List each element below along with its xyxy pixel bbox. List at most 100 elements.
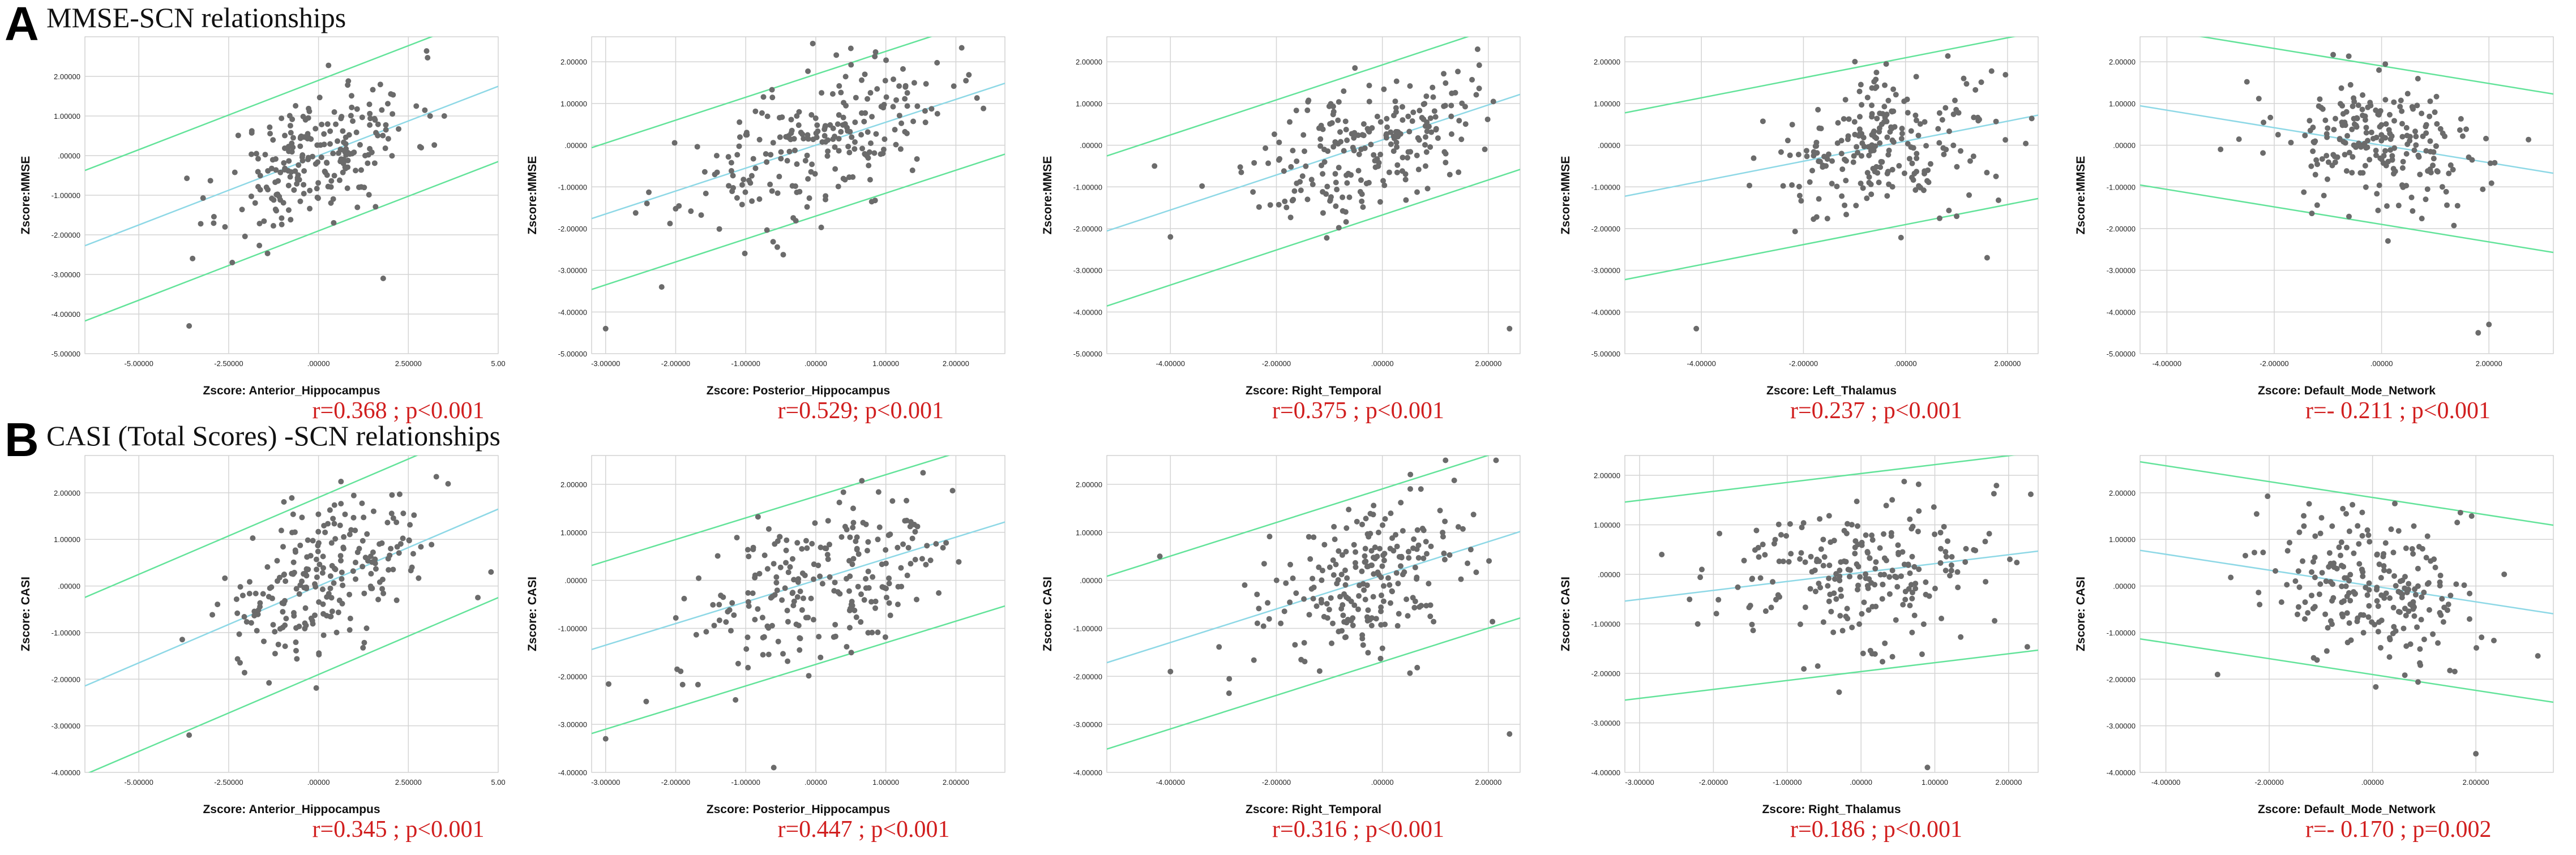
- data-point: [249, 151, 255, 157]
- data-point: [357, 141, 363, 148]
- data-point: [2447, 668, 2453, 674]
- data-point: [1899, 549, 1906, 555]
- data-point: [2461, 582, 2467, 588]
- data-point: [2360, 112, 2366, 118]
- data-point: [1351, 602, 1358, 608]
- data-point: [2411, 604, 2417, 610]
- data-point: [823, 193, 829, 199]
- data-point: [320, 565, 327, 571]
- lower-ci-line: [592, 605, 1005, 734]
- data-point: [2347, 572, 2354, 578]
- data-point: [1889, 497, 1895, 503]
- data-point: [1332, 536, 1338, 543]
- data-point: [2307, 118, 2313, 124]
- data-point: [1390, 113, 1397, 119]
- data-point: [2006, 556, 2013, 562]
- y-axis-label: Zscore: CASI: [19, 577, 32, 651]
- plot-frame: [2139, 36, 2554, 354]
- data-point: [1880, 659, 1886, 665]
- data-point: [1852, 551, 1858, 557]
- data-point: [2347, 598, 2354, 604]
- data-point: [1902, 596, 1909, 603]
- data-point: [1907, 603, 1913, 609]
- data-point: [928, 106, 935, 112]
- data-point: [333, 629, 340, 635]
- data-point: [1336, 165, 1342, 171]
- upper-ci-line: [2140, 461, 2553, 526]
- data-point: [380, 132, 386, 139]
- data-point: [1443, 160, 1449, 166]
- data-point: [1771, 540, 1777, 547]
- data-point: [1945, 53, 1951, 59]
- data-point: [912, 556, 918, 562]
- data-point: [832, 166, 838, 172]
- y-tick-label: -1.00000: [558, 183, 587, 191]
- data-point: [1850, 159, 1856, 165]
- data-point: [850, 505, 856, 512]
- data-point: [745, 599, 751, 605]
- data-point: [791, 577, 797, 583]
- data-point: [1778, 532, 1784, 538]
- data-point: [1839, 193, 1845, 199]
- data-point: [897, 146, 904, 152]
- correlation-stat: r=0.368 ; p<0.001: [312, 398, 485, 424]
- data-point: [756, 136, 763, 143]
- data-point: [299, 514, 305, 521]
- data-point: [1317, 136, 1324, 142]
- data-point: [1825, 583, 1831, 589]
- y-tick-label: -3.00000: [1073, 720, 1102, 729]
- data-point: [382, 145, 388, 152]
- data-point: [1954, 213, 1960, 220]
- y-tick-label: -3.00000: [558, 720, 587, 729]
- upper-ci-line: [592, 37, 933, 149]
- data-point: [2322, 117, 2329, 123]
- data-point: [373, 566, 379, 572]
- y-axis-label: Zscore:MMSE: [526, 156, 539, 235]
- data-point: [350, 492, 357, 499]
- data-point: [1340, 602, 1346, 608]
- data-point: [872, 598, 879, 604]
- data-point: [1693, 325, 1700, 332]
- data-point: [1405, 154, 1411, 161]
- data-point: [1357, 582, 1363, 588]
- y-tick-label: -1.00000: [2107, 629, 2136, 637]
- data-point: [1394, 162, 1401, 168]
- data-point: [1333, 561, 1339, 568]
- data-point: [907, 523, 913, 530]
- data-point: [352, 560, 358, 566]
- data-point: [2333, 115, 2339, 122]
- data-point: [2322, 611, 2329, 617]
- data-point: [1381, 557, 1387, 564]
- data-point: [1922, 119, 1928, 125]
- scatter-panel-0-0: -5.00000 -2.50000.00000 2.50000 5.002.00000…: [19, 36, 506, 397]
- data-point: [1343, 126, 1349, 132]
- data-point: [814, 134, 820, 140]
- data-point: [2338, 85, 2344, 91]
- data-point: [1419, 114, 1425, 121]
- data-point: [1411, 536, 1417, 542]
- x-tick-label: -1.00000: [731, 359, 760, 368]
- data-point: [1958, 634, 1964, 640]
- data-point: [910, 118, 917, 124]
- data-point: [1486, 558, 1492, 564]
- data-point: [342, 148, 348, 154]
- data-point: [2399, 134, 2406, 140]
- data-point: [784, 158, 790, 164]
- data-point: [1338, 572, 1345, 578]
- data-point: [1333, 203, 1339, 209]
- data-point: [1837, 613, 1843, 619]
- data-point: [1343, 219, 1349, 225]
- data-point: [1818, 546, 1824, 552]
- data-point: [370, 508, 376, 514]
- data-point: [186, 323, 192, 329]
- data-point: [2382, 97, 2389, 103]
- data-point: [881, 585, 887, 591]
- correlation-stat: r=0.447 ; p<0.001: [777, 817, 950, 843]
- data-point: [744, 547, 751, 553]
- data-point: [2302, 599, 2308, 605]
- data-point: [1713, 611, 1719, 617]
- data-point: [1863, 571, 1869, 577]
- data-point: [806, 195, 812, 201]
- data-point: [1456, 169, 1462, 175]
- x-tick-label: -5.00000: [125, 359, 153, 368]
